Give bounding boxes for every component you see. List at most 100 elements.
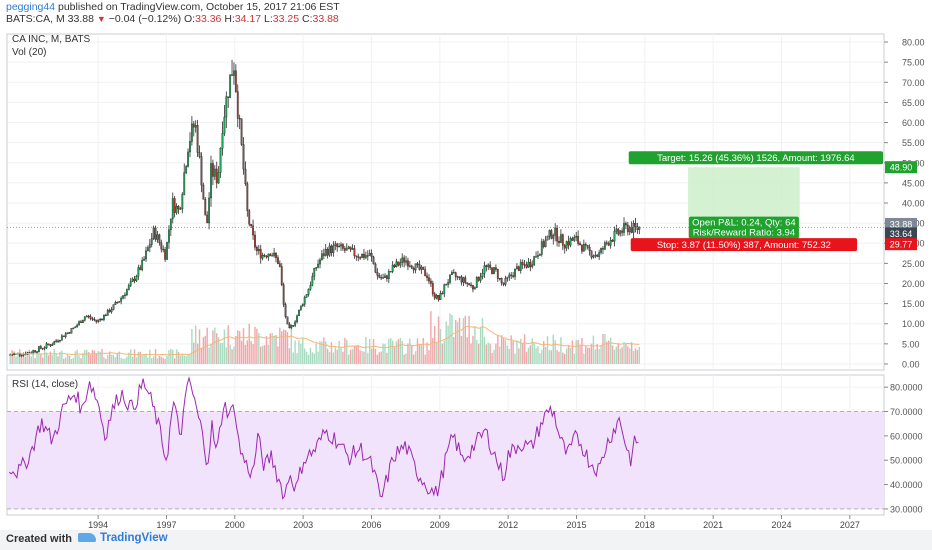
volume-bar — [223, 329, 226, 364]
volume-bar — [604, 334, 606, 364]
candle — [439, 293, 442, 300]
low-value: 33.25 — [272, 13, 300, 25]
candle — [397, 261, 400, 266]
volume-bar — [51, 355, 54, 364]
volume-bar — [598, 348, 600, 364]
candle — [137, 267, 140, 277]
candle — [441, 293, 444, 295]
candle — [246, 183, 249, 211]
candle — [200, 156, 203, 186]
candle — [338, 245, 341, 248]
volume-bar — [476, 340, 478, 364]
candle — [255, 246, 258, 252]
candle — [53, 341, 56, 345]
volume-bar — [319, 341, 321, 364]
volume-bar — [193, 342, 195, 364]
volume-bar — [238, 331, 241, 364]
volume-bar — [64, 357, 67, 364]
volume-bar — [160, 356, 163, 364]
volume-bar — [124, 358, 126, 364]
volume-bar — [307, 354, 310, 364]
time-tick-label: 2021 — [703, 520, 723, 530]
volume-bar — [323, 337, 325, 364]
target-price-badge[interactable]: 48.90 — [885, 161, 917, 174]
publish-info: published on TradingView.com, October 15… — [55, 1, 340, 13]
open-value: 33.36 — [195, 13, 222, 25]
candle — [166, 242, 168, 260]
volume-bar — [45, 352, 48, 364]
volume-bar — [630, 342, 633, 364]
stop-label[interactable]: Stop: 3.87 (11.50%) 387, Amount: 752.32 — [630, 238, 858, 252]
candle — [103, 314, 105, 320]
candle — [296, 315, 298, 323]
candle — [628, 227, 631, 233]
rsi-tick-label: 70.0000 — [890, 407, 923, 417]
candle — [277, 257, 279, 264]
time-tick-label: 2003 — [293, 520, 313, 530]
volume-bar — [93, 350, 96, 364]
entry-price-badge[interactable]: 33.64 — [885, 227, 917, 240]
candle — [384, 275, 386, 278]
time-axis[interactable]: 1994 1997 2000 2003 2006 2009 2012 2015 2018 2021… — [88, 515, 860, 530]
candle — [192, 123, 195, 128]
volume-bar — [623, 342, 625, 364]
candle — [380, 277, 383, 279]
candle — [473, 287, 476, 290]
last-price-badge[interactable]: 33.88 — [885, 218, 917, 231]
candle — [510, 274, 513, 276]
stop-price-badge[interactable]: 29.77 — [885, 238, 917, 251]
price-pane[interactable]: 0.005.0010.0015.0020.0025.0030.0035.0040… — [6, 33, 925, 371]
volume-bar — [210, 343, 212, 364]
volume-bar — [516, 341, 518, 364]
volume-bar — [592, 335, 595, 364]
chart-svg[interactable]: 0.005.0010.0015.0020.0025.0030.0035.0040… — [0, 26, 932, 530]
volume-bar — [15, 356, 17, 364]
volume-bar — [221, 342, 224, 364]
volume-bar — [629, 348, 631, 364]
candle — [475, 277, 478, 288]
volume-bar — [464, 315, 467, 364]
candle — [611, 239, 614, 242]
volume-bar — [430, 311, 432, 364]
candle — [259, 249, 262, 259]
candle — [353, 248, 356, 256]
candle — [617, 228, 620, 235]
volume-bar — [359, 350, 361, 364]
time-tick-label: 2027 — [840, 520, 860, 530]
candle — [273, 252, 276, 256]
volume-bar — [36, 352, 38, 364]
candle — [523, 264, 526, 266]
volume-bar — [292, 352, 294, 364]
volume-bar — [248, 323, 250, 364]
volume-bar — [267, 344, 270, 364]
volume-bar — [340, 347, 342, 364]
tradingview-link[interactable]: TradingView — [78, 532, 168, 544]
candle — [602, 248, 604, 250]
author-link[interactable]: pegging44 — [6, 1, 56, 13]
volume-bar — [175, 349, 178, 364]
tradingview-logo-icon — [78, 533, 96, 543]
candle — [443, 284, 446, 294]
candle — [567, 241, 570, 246]
candle — [158, 234, 161, 243]
target-label-text: Target: 15.26 (45.36%) 1526, Amount: 197… — [657, 153, 855, 164]
volume-bar — [405, 353, 407, 364]
rsi-pane[interactable]: 30.0000 40.0000 50.0000 60.0000 70.0000 80.00… — [6, 374, 923, 516]
price-tick-label: 60.00 — [902, 118, 925, 128]
volume-bar — [78, 355, 80, 364]
candle — [479, 276, 482, 281]
candle — [148, 244, 151, 248]
volume-bar — [286, 331, 289, 364]
target-label[interactable]: Target: 15.26 (45.36%) 1526, Amount: 197… — [628, 151, 884, 165]
candle — [613, 230, 616, 242]
volume-bar — [504, 339, 507, 364]
candle — [347, 246, 350, 249]
open-label: O: — [184, 13, 196, 25]
candle — [20, 355, 23, 357]
candle — [605, 242, 608, 244]
candle — [607, 243, 610, 246]
candle — [47, 343, 50, 345]
volume-bar — [212, 330, 214, 364]
chart-area[interactable]: 0.005.0010.0015.0020.0025.0030.0035.0040… — [0, 26, 932, 530]
